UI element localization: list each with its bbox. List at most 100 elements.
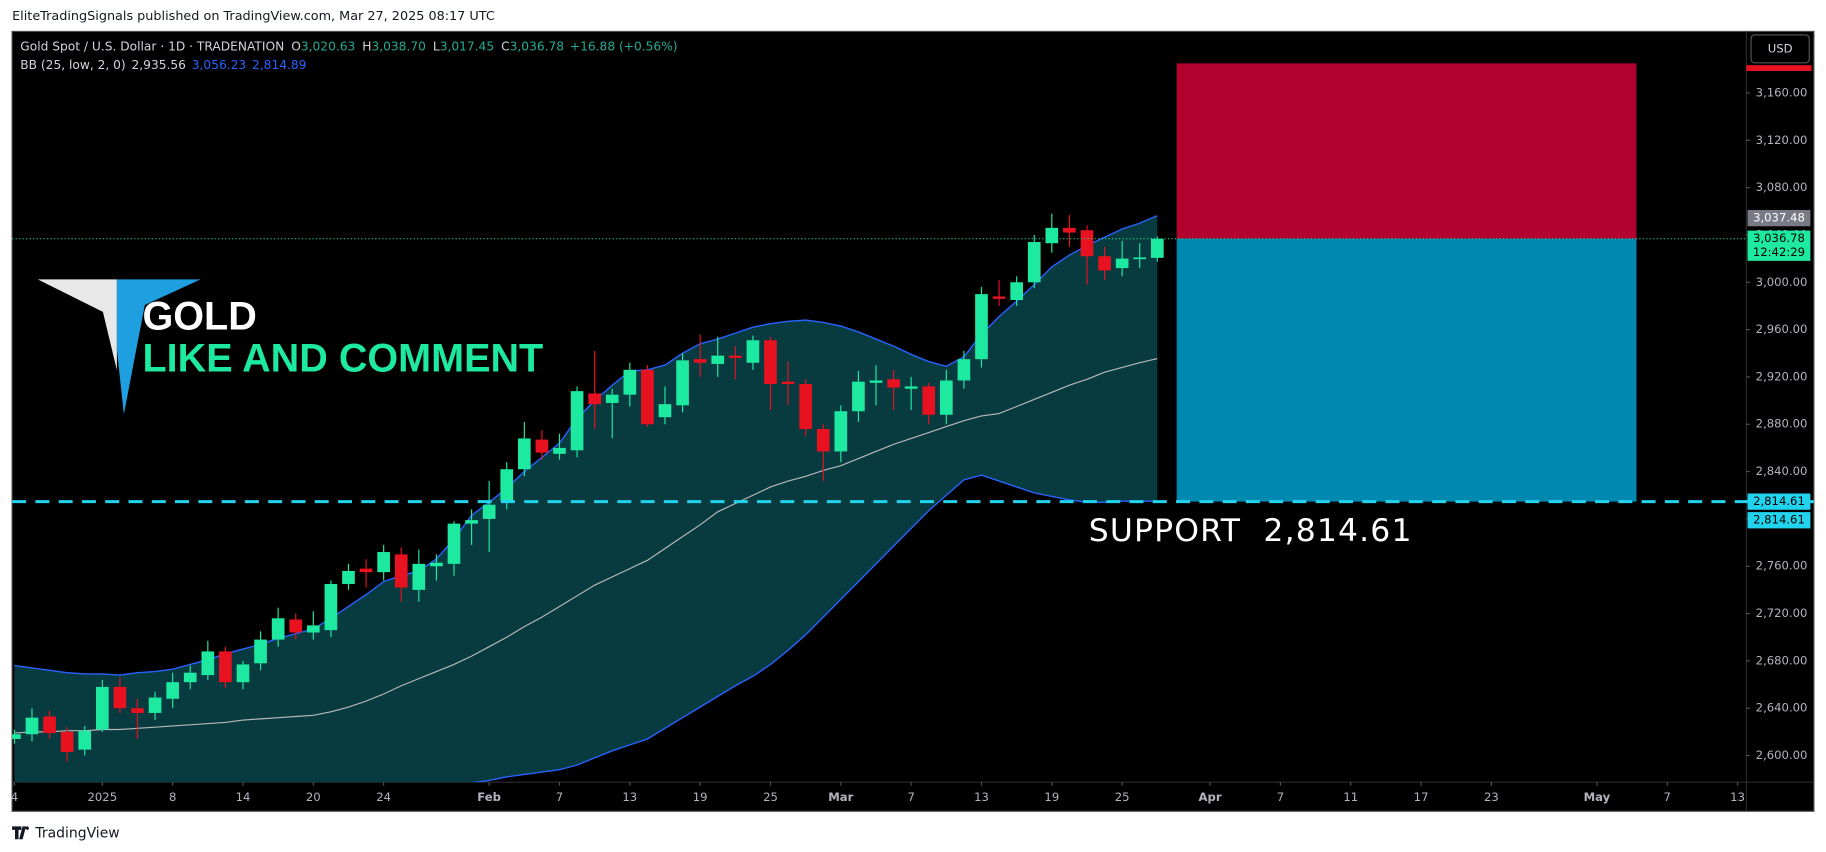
- candle-body: [1027, 242, 1041, 283]
- y-tick-label: 2,600.00: [1756, 748, 1808, 762]
- candle-body: [465, 520, 478, 524]
- candle-body: [131, 708, 144, 713]
- y-tick-label: 2,720.00: [1756, 606, 1808, 620]
- candle-body: [939, 380, 953, 415]
- candle-body: [1098, 256, 1111, 271]
- ohlc-value: 3,020.63: [301, 39, 355, 53]
- candle-body: [166, 682, 179, 699]
- currency-button[interactable]: [1750, 34, 1810, 64]
- candle-body: [201, 651, 215, 676]
- x-tick-label: 11: [1343, 790, 1358, 804]
- candle-body: [852, 381, 865, 412]
- price-tag-label: 2,814.61: [1753, 513, 1805, 527]
- candle-body: [183, 672, 197, 683]
- candle-body: [219, 651, 232, 683]
- candle-body: [25, 717, 39, 735]
- target-zone: [1176, 238, 1637, 502]
- y-tick-label: 2,840.00: [1756, 464, 1808, 478]
- ohlc-key: L: [433, 39, 440, 53]
- price-tag-countdown: 12:42:29: [1753, 245, 1805, 259]
- candle-body: [377, 552, 390, 573]
- candle-body: [113, 686, 127, 709]
- candle-body: [975, 294, 988, 360]
- candle-body: [254, 639, 267, 664]
- x-tick-label: 7: [556, 790, 563, 804]
- candle-body: [992, 296, 1006, 299]
- candle-body: [658, 404, 672, 418]
- candle-body: [1010, 282, 1023, 301]
- candle-body: [1150, 238, 1164, 258]
- candle-body: [711, 355, 725, 364]
- candle-body: [306, 625, 320, 633]
- price-tag-label: 2,814.61: [1753, 494, 1805, 508]
- price-tag: [1747, 493, 1811, 510]
- candle-body: [904, 386, 918, 389]
- indicator-legend: BB (25, low, 2, 0) 2,935.56 3,056.23 2,814.…: [20, 58, 306, 72]
- x-tick-label: 23: [1484, 790, 1499, 804]
- stop-tag: [1746, 65, 1812, 71]
- x-tick-label: 20: [306, 790, 321, 804]
- x-tick-label: 24: [376, 790, 391, 804]
- symbol-name: Gold Spot / U.S. Dollar · 1D · TRADENATI…: [20, 39, 284, 53]
- candle-body: [412, 563, 426, 590]
- indicator-lower: 2,814.89: [252, 58, 306, 72]
- candle-body: [1080, 230, 1094, 257]
- currency-label[interactable]: USD: [1768, 41, 1793, 55]
- x-tick-label: 14: [236, 790, 251, 804]
- candle-body: [342, 570, 355, 584]
- y-tick-label: 3,120.00: [1756, 133, 1808, 147]
- x-tick-label: May: [1584, 790, 1611, 804]
- bb-basis-line: [14, 357, 1158, 734]
- x-tick-label: 13: [622, 790, 637, 804]
- x-tick-label: 25: [763, 790, 778, 804]
- overlay: GOLD LIKE AND COMMENT USD TradingView: [12, 34, 1812, 841]
- candle-body: [43, 716, 56, 734]
- price-tag: [1747, 230, 1811, 261]
- candle-body: [693, 359, 707, 363]
- y-tick-label: 2,880.00: [1756, 417, 1808, 431]
- candle-body: [482, 504, 496, 519]
- tradingview-brand: TradingView: [12, 825, 120, 841]
- x-tick-label: 17: [1414, 790, 1429, 804]
- candle-body: [500, 469, 514, 502]
- y-tick-label: 3,160.00: [1756, 85, 1808, 99]
- indicator-basis: 2,935.56: [132, 58, 186, 72]
- ohlc-value: 3,038.70: [371, 39, 425, 53]
- watermark-title: GOLD: [142, 294, 256, 338]
- candle-body: [869, 380, 883, 383]
- y-tick-label: 2,680.00: [1756, 653, 1808, 667]
- price-tag: [1747, 209, 1811, 227]
- watermark-subtitle: LIKE AND COMMENT: [142, 336, 543, 380]
- candle-body: [447, 523, 461, 564]
- candle-body: [746, 340, 760, 363]
- candle-body: [816, 428, 830, 452]
- candle-body: [641, 369, 654, 425]
- candle-body: [553, 447, 566, 454]
- candle-body: [430, 562, 443, 567]
- candle-body: [1133, 257, 1147, 260]
- ohlc-key: O: [291, 39, 301, 53]
- ohlc-key: H: [362, 39, 371, 53]
- candle-body: [1045, 227, 1059, 244]
- candle-body: [1063, 227, 1076, 233]
- candle-body: [289, 619, 303, 633]
- candle-body: [922, 386, 936, 415]
- price-change: +16.88 (+0.56%): [570, 39, 678, 53]
- candle-body: [799, 384, 812, 429]
- x-tick-label: 2025: [88, 790, 118, 804]
- candle-body: [236, 664, 250, 683]
- logo-blue: [116, 279, 201, 415]
- x-tick-label: 7: [907, 790, 914, 804]
- ohlc-value: 3,036.78: [510, 39, 564, 53]
- y-tick-label: 3,000.00: [1756, 275, 1808, 289]
- y-tick-label: 2,640.00: [1756, 701, 1808, 715]
- candle-body: [271, 618, 285, 640]
- x-tick-label: 19: [1044, 790, 1059, 804]
- candle-body: [324, 583, 338, 631]
- candle-body: [1115, 258, 1129, 269]
- bb-lower-line: [470, 474, 1158, 783]
- x-tick-label: Mar: [828, 790, 853, 804]
- candle-body: [957, 359, 971, 381]
